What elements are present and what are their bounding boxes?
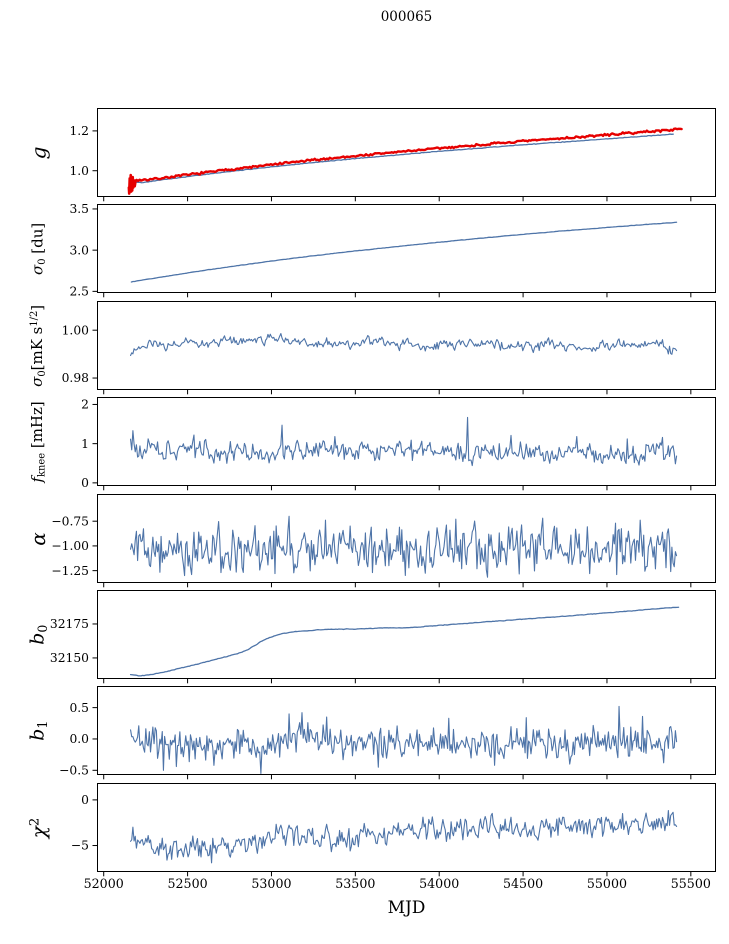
- y-tick-label: 1: [81, 437, 89, 451]
- x-tick-label: 53500: [335, 876, 376, 891]
- y-tick-label: −5: [71, 839, 89, 853]
- panel-plot-b0: 32150 32175: [50, 590, 716, 684]
- figure-title: 000065: [380, 9, 433, 25]
- x-tick-label: 55500: [670, 876, 711, 891]
- panel-plot-chi2: 0 −5: [71, 783, 716, 877]
- y-axis-label-sigma0-mks: σ0[mK s1/2]: [28, 304, 48, 387]
- series-sigma0-du: [130, 221, 678, 283]
- y-tick-label: 0.98: [62, 371, 89, 385]
- y-tick-label: 2: [81, 398, 89, 412]
- y-tick-label: −1.25: [51, 564, 89, 578]
- y-tick-label: 0.5: [69, 701, 89, 715]
- y-axis-label-sigma0-du: σ0 [du]: [28, 222, 48, 275]
- y-axis-label-b1: b1: [26, 720, 50, 741]
- y-tick-label: 3.5: [69, 202, 89, 216]
- y-tick-label: 3.0: [69, 243, 89, 257]
- y-tick-label: 1.2: [69, 124, 89, 138]
- y-axis-label-chi2: χ2: [25, 817, 50, 838]
- y-tick-label: 0: [81, 476, 89, 490]
- panel-plot-alpha: −0.75 −1.00 −1.25: [51, 494, 716, 588]
- x-tick-label: 53000: [251, 876, 292, 891]
- panel-plot-sigma0-du: 2.5 3.0 3.5: [69, 202, 716, 299]
- y-tick-label: 2.5: [69, 285, 89, 299]
- y-tick-label: 1.00: [62, 323, 89, 337]
- y-axis-label-fknee: fknee [mHz]: [28, 400, 48, 483]
- series-b1: [130, 705, 678, 774]
- series-alpha: [130, 515, 678, 578]
- x-tick-label: 55000: [586, 876, 627, 891]
- y-tick-label: 1.0: [69, 164, 89, 178]
- series-chi2: [130, 809, 678, 864]
- panel-plot-g: 1.0 1.2: [69, 108, 716, 202]
- y-tick-label: 32175: [50, 617, 89, 631]
- panel-plot-sigma0-mks: 0.98 1.00: [62, 301, 716, 395]
- panel-plot-b1: 0.5 0.0 −0.5: [59, 686, 716, 780]
- series-g-reference-blue: [130, 133, 674, 184]
- x-tick-label: 52000: [83, 876, 124, 891]
- y-tick-label: −0.5: [59, 763, 89, 777]
- y-axis-label-alpha: α: [25, 531, 50, 546]
- x-tick-label: 54000: [419, 876, 460, 891]
- panel-plot-fknee: 0 1 2: [81, 397, 716, 491]
- y-axis-label-b0: b0: [26, 624, 50, 645]
- y-tick-label: 0: [81, 793, 89, 807]
- y-tick-label: −1.00: [51, 539, 89, 553]
- series-b0: [129, 606, 680, 677]
- y-tick-label: 0.0: [69, 732, 89, 746]
- series-g-start-errorbars: [127, 173, 137, 195]
- y-tick-label: −0.75: [51, 514, 89, 528]
- series-sigma0-mks: [130, 333, 678, 357]
- x-axis-title: MJD: [387, 898, 426, 918]
- series-fknee: [130, 416, 678, 467]
- x-tick-label: 54500: [503, 876, 544, 891]
- y-axis-label-g: g: [26, 146, 50, 159]
- series-g-measured-red: [129, 127, 683, 184]
- y-tick-label: 32150: [50, 651, 89, 665]
- x-tick-label: 52500: [167, 876, 208, 891]
